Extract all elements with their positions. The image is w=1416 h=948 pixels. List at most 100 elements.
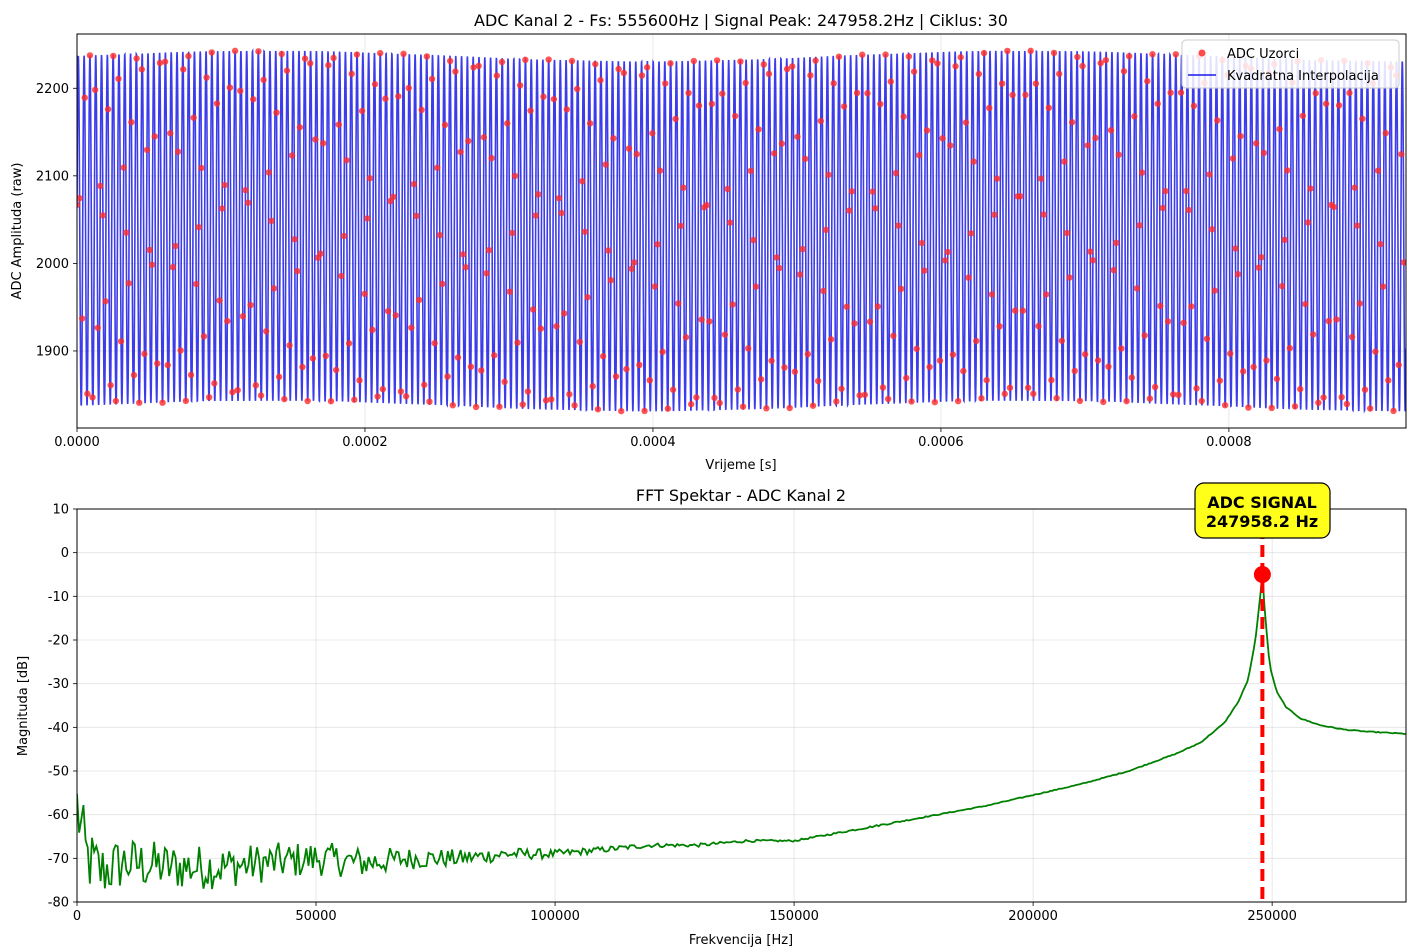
adc-sample-point	[607, 277, 615, 284]
adc-sample-point	[960, 367, 967, 375]
adc-sample-point	[988, 291, 996, 298]
adc-sample-point	[877, 100, 884, 108]
adc-sample-point	[478, 367, 485, 374]
adc-sample-point	[765, 70, 773, 78]
adc-sample-point	[1024, 384, 1032, 391]
adc-sample-point	[288, 152, 296, 159]
adc-sample-point	[1284, 167, 1291, 174]
adc-sample-point	[1022, 91, 1029, 99]
adc-sample-point	[561, 310, 568, 317]
adc-sample-point	[1211, 287, 1218, 294]
adc-sample-point	[130, 371, 138, 379]
adc-sample-point	[835, 53, 843, 60]
adc-sample-point	[1335, 102, 1343, 109]
adc-sample-point	[431, 339, 438, 347]
adc-sample-point	[1092, 134, 1099, 142]
adc-sample-point	[449, 402, 456, 409]
adc-sample-point	[379, 385, 386, 393]
adc-sample-point	[1382, 129, 1389, 137]
adc-sample-point	[239, 313, 247, 320]
adc-sample-point	[229, 388, 236, 396]
adc-sample-point	[198, 164, 205, 172]
adc-sample-point	[1087, 248, 1094, 255]
adc-sample-point	[804, 350, 812, 358]
adc-sample-point	[721, 331, 729, 338]
adc-sample-point	[866, 318, 874, 325]
adc-sample-point	[581, 228, 589, 235]
adc-sample-point	[426, 398, 433, 405]
adc-sample-point	[1198, 397, 1205, 405]
adc-sample-point	[1061, 158, 1068, 165]
adc-sample-point	[252, 382, 260, 389]
adc-sample-point	[1302, 300, 1309, 308]
adc-sample-point	[312, 136, 319, 143]
adc-sample-point	[1172, 51, 1180, 58]
adc-sample-point	[739, 403, 747, 410]
adc-sample-point	[77, 195, 83, 202]
adc-sample-point	[120, 164, 127, 171]
chart-title: ADC Kanal 2 - Fs: 555600Hz | Signal Peak…	[474, 11, 1008, 30]
adc-sample-point	[496, 403, 503, 410]
y-tick-label: -30	[48, 677, 69, 692]
adc-sample-point	[605, 247, 612, 254]
adc-sample-point	[195, 223, 202, 231]
adc-sample-point	[571, 402, 578, 409]
adc-sample-point	[879, 384, 887, 391]
adc-sample-point	[504, 120, 511, 127]
adc-sample-point	[1164, 318, 1172, 325]
x-tick-label: 0.0004	[630, 435, 676, 450]
adc-sample-point	[952, 63, 959, 70]
adc-sample-point	[434, 164, 441, 171]
adc-sample-point	[1100, 398, 1107, 406]
adc-sample-point	[402, 393, 410, 400]
adc-sample-point	[475, 62, 482, 70]
adc-sample-point	[1102, 56, 1110, 64]
peak-annotation: ADC SIGNAL 247958.2 Hz	[1194, 482, 1331, 539]
adc-sample-point	[1237, 132, 1244, 140]
adc-sample-point	[812, 57, 819, 64]
adc-sample-point	[993, 175, 1001, 182]
adc-sample-point	[1307, 185, 1314, 192]
adc-sample-point	[488, 154, 495, 162]
adc-sample-point	[187, 371, 195, 379]
y-tick-label: 2100	[36, 169, 69, 184]
adc-sample-point	[882, 51, 889, 58]
adc-sample-point	[301, 55, 309, 62]
adc-sample-point	[231, 47, 239, 55]
adc-sample-point	[926, 363, 933, 371]
adc-sample-point	[161, 58, 169, 65]
adc-sample-point	[975, 70, 983, 78]
chart-title: FFT Spektar - ADC Kanal 2	[636, 486, 846, 505]
adc-sample-point	[910, 68, 918, 75]
adc-sample-point	[260, 76, 267, 84]
adc-sample-point	[125, 280, 133, 287]
adc-sample-point	[307, 60, 314, 67]
adc-sample-point	[1097, 59, 1104, 67]
adc-sample-point	[86, 52, 94, 59]
adc-sample-point	[887, 78, 894, 85]
adc-sample-point	[413, 212, 420, 220]
adc-sample-point	[234, 387, 241, 394]
adc-sample-point	[369, 326, 376, 334]
adc-sample-point	[921, 267, 928, 274]
adc-sample-point	[548, 396, 555, 403]
adc-sample-point	[840, 103, 848, 110]
adc-sample-point	[594, 406, 602, 413]
adc-sample-point	[1291, 403, 1299, 410]
adc-sample-point	[1043, 291, 1050, 298]
adc-sample-point	[1385, 377, 1392, 384]
adc-sample-point	[99, 212, 107, 219]
adc-sample-point	[1048, 376, 1055, 384]
adc-sample-point	[322, 352, 329, 359]
y-tick-label: -40	[48, 721, 69, 736]
adc-sample-point	[1079, 62, 1086, 70]
adc-sample-point	[273, 109, 280, 116]
adc-sample-point	[820, 287, 827, 295]
plot-area	[77, 509, 1406, 902]
adc-sample-point	[773, 254, 780, 261]
adc-sample-point	[869, 188, 876, 195]
adc-sample-point	[643, 64, 651, 71]
adc-sample-point	[296, 124, 304, 131]
adc-sample-point	[506, 288, 513, 295]
adc-sample-point	[967, 230, 975, 237]
